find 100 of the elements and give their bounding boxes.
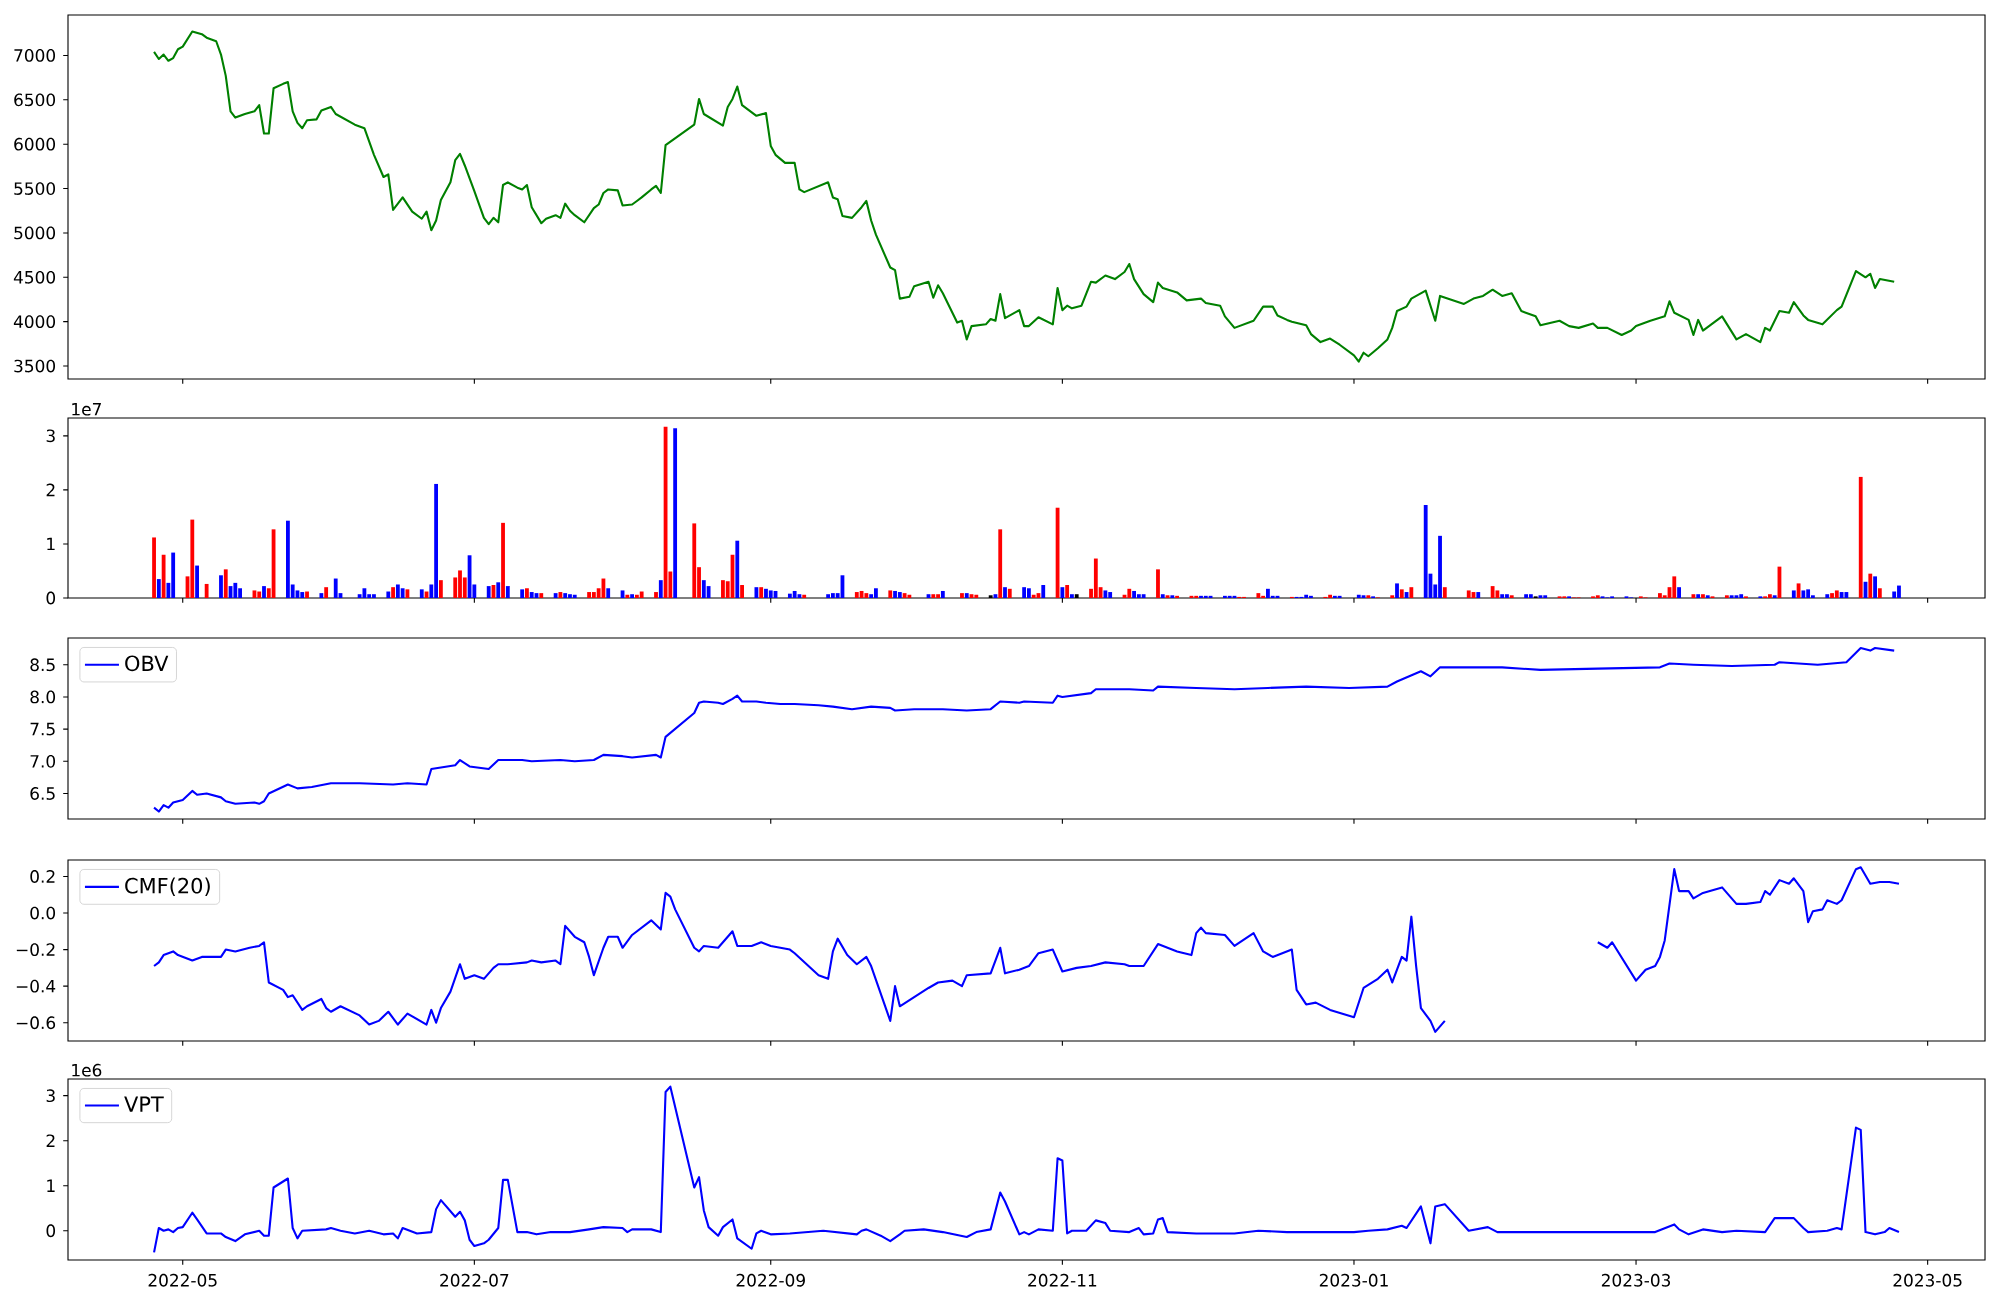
bar (740, 585, 744, 598)
bar (1705, 595, 1710, 598)
bar (324, 587, 329, 598)
x-tick-label: 2022-09 (736, 1273, 805, 1287)
bar (1170, 595, 1175, 598)
bar (558, 592, 563, 598)
bar (233, 582, 238, 598)
bar (1677, 587, 1681, 598)
bar (1442, 587, 1447, 598)
bar (1031, 594, 1036, 598)
bar (1395, 583, 1399, 598)
bar (1868, 573, 1873, 598)
bar (768, 590, 773, 598)
x-tick-label: 2023-05 (1893, 1273, 1962, 1287)
bar (1696, 594, 1701, 598)
bar (161, 554, 166, 598)
bar (486, 586, 491, 598)
bar (1160, 594, 1165, 598)
bar (1825, 594, 1830, 598)
bar (1595, 595, 1600, 598)
bar (362, 588, 367, 598)
bar (1844, 592, 1849, 598)
bar (305, 591, 309, 598)
bar (438, 580, 443, 598)
bar (190, 519, 195, 598)
y-tick-label: 0.2 (30, 870, 55, 883)
bar (386, 591, 391, 598)
bar (792, 590, 797, 598)
bar (1203, 595, 1208, 598)
y-tick-label: 4000 (13, 315, 56, 329)
x-tick-label: 2022-11 (1028, 1273, 1097, 1287)
bar (1041, 585, 1046, 598)
bar (1175, 595, 1180, 598)
bar (496, 582, 501, 598)
bar (195, 565, 199, 598)
bar (1839, 592, 1844, 598)
x-tick-label: 2023-01 (1319, 1273, 1388, 1287)
bar (658, 580, 663, 598)
bar (400, 588, 405, 598)
bar (1767, 594, 1772, 598)
bar (1495, 590, 1500, 598)
y-tick-label: 5000 (14, 226, 56, 240)
bar (1156, 569, 1160, 598)
bar (219, 575, 223, 598)
bar (1356, 594, 1361, 598)
bar (505, 586, 510, 598)
bar (854, 592, 859, 598)
bar (391, 587, 395, 598)
y-tick-label: 3 (46, 429, 55, 443)
bar (1772, 595, 1777, 598)
y-tick-label: 0 (46, 591, 56, 605)
bar (735, 540, 740, 598)
y-tick-label: −0.6 (16, 1016, 56, 1030)
bar (1834, 590, 1839, 598)
y-tick-label: 7.0 (30, 754, 56, 768)
bar (1127, 588, 1132, 598)
y-tick-label: 0.0 (30, 906, 56, 920)
bar (931, 594, 936, 598)
bar (606, 588, 611, 598)
bar (1509, 595, 1514, 598)
bar (1528, 594, 1533, 598)
y-tick-label: 3500 (14, 359, 56, 373)
bar (1538, 595, 1543, 598)
bar (1022, 587, 1027, 598)
bar (1399, 589, 1404, 598)
y-tick-label: 6500 (14, 93, 56, 107)
y-tick-label: −0.2 (16, 943, 55, 956)
y-tick-label: 7000 (14, 49, 56, 62)
bar (572, 594, 577, 598)
bar (630, 594, 635, 598)
bar (1065, 585, 1070, 598)
bar (1227, 595, 1232, 598)
bar (1409, 587, 1414, 598)
bar (1724, 595, 1729, 598)
bar (1701, 594, 1705, 598)
bar (998, 529, 1003, 598)
bar (1791, 590, 1796, 598)
bar (654, 592, 658, 598)
bar (520, 589, 525, 598)
y-tick-label: 5500 (14, 182, 56, 195)
bar (1500, 594, 1505, 598)
bar (1141, 594, 1146, 598)
bar (1390, 595, 1395, 598)
y-tick-label: 2 (46, 1134, 55, 1147)
y-tick-label: −0.4 (16, 979, 56, 993)
bar (1858, 476, 1863, 598)
bar (539, 593, 544, 598)
bar (888, 590, 893, 598)
bar (964, 593, 969, 598)
bar (204, 583, 209, 598)
bar (692, 523, 697, 598)
y-tick-label: 4500 (13, 270, 56, 284)
bar (940, 590, 945, 598)
bar (1003, 587, 1007, 598)
bar (1337, 595, 1342, 598)
bar (1801, 590, 1806, 598)
bar (419, 589, 424, 598)
bar (1026, 588, 1031, 598)
bar (1466, 590, 1471, 598)
bar (625, 594, 630, 598)
